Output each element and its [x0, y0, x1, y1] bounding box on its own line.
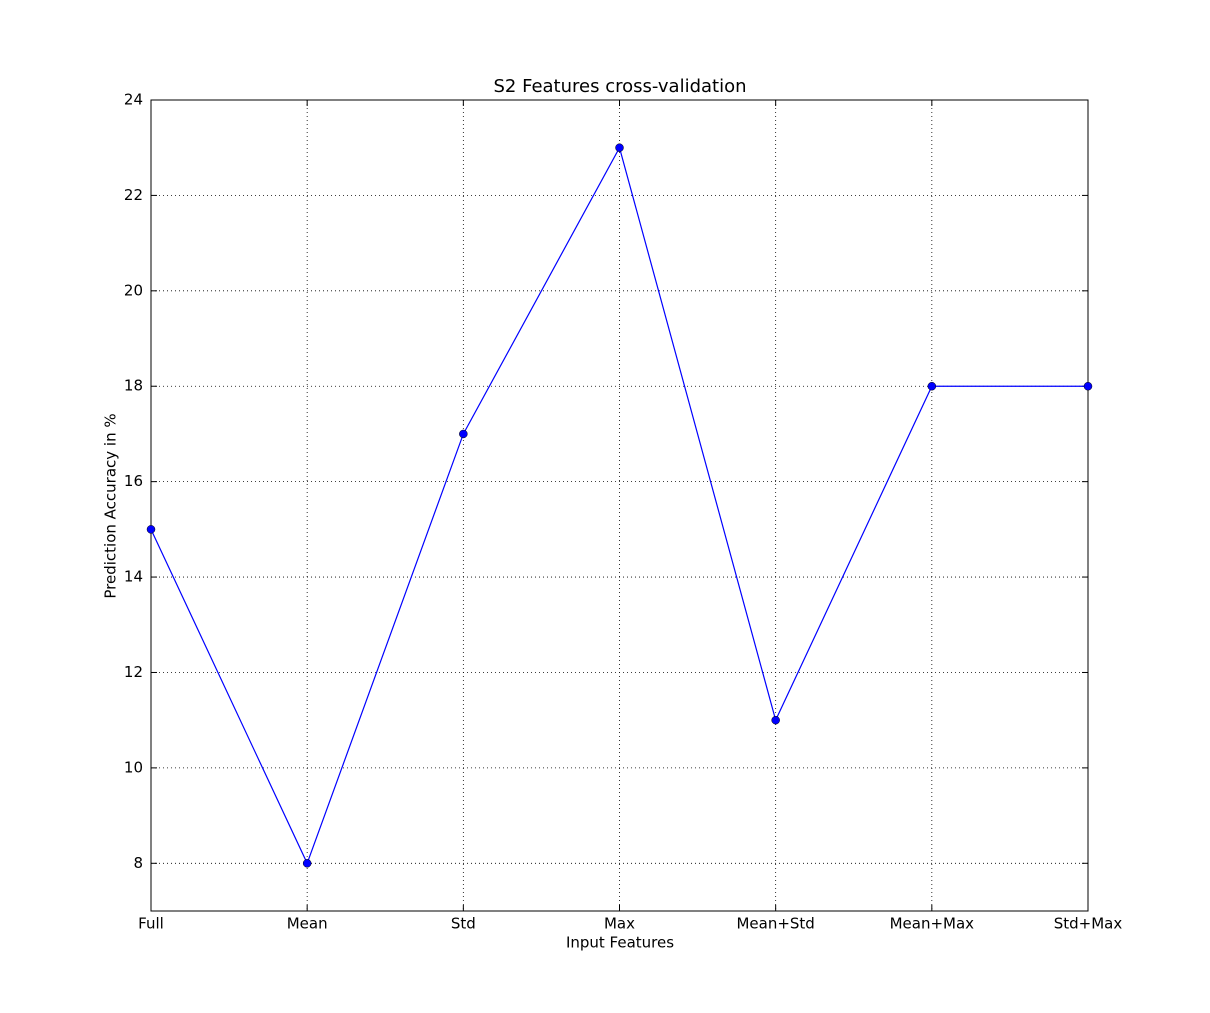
data-point: [146, 525, 156, 534]
y-tick-label: 18: [124, 377, 143, 395]
y-tick-label: 16: [124, 472, 143, 490]
x-tick-label: Max: [604, 915, 635, 933]
y-tick-label: 8: [133, 854, 143, 872]
data-point: [459, 429, 468, 439]
y-tick-label: 14: [124, 568, 143, 586]
data-point: [771, 715, 780, 725]
x-tick-label: Std: [451, 915, 476, 933]
x-tick-label: Mean: [287, 915, 328, 933]
y-tick-label: 12: [124, 663, 143, 681]
y-tick-label: 10: [124, 758, 143, 776]
data-point: [1083, 381, 1093, 391]
y-tick-label: 24: [124, 91, 143, 109]
x-tick-label: Std+Max: [1054, 915, 1123, 933]
x-axis-label: Input Features: [566, 934, 674, 952]
data-point: [927, 381, 937, 391]
x-tick-label: Mean+Max: [890, 915, 975, 933]
x-tick-label: Full: [138, 915, 164, 933]
y-tick-label: 22: [124, 186, 143, 204]
data-point: [615, 143, 624, 152]
y-axis-label: Prediction Accuracy in %: [102, 413, 120, 598]
x-tick-label: Mean+Std: [736, 915, 814, 933]
y-tick-label: 20: [124, 281, 143, 299]
data-point: [302, 859, 312, 868]
plot-frame: [150, 99, 1089, 912]
chart-title: S2 Features cross-validation: [493, 76, 746, 97]
